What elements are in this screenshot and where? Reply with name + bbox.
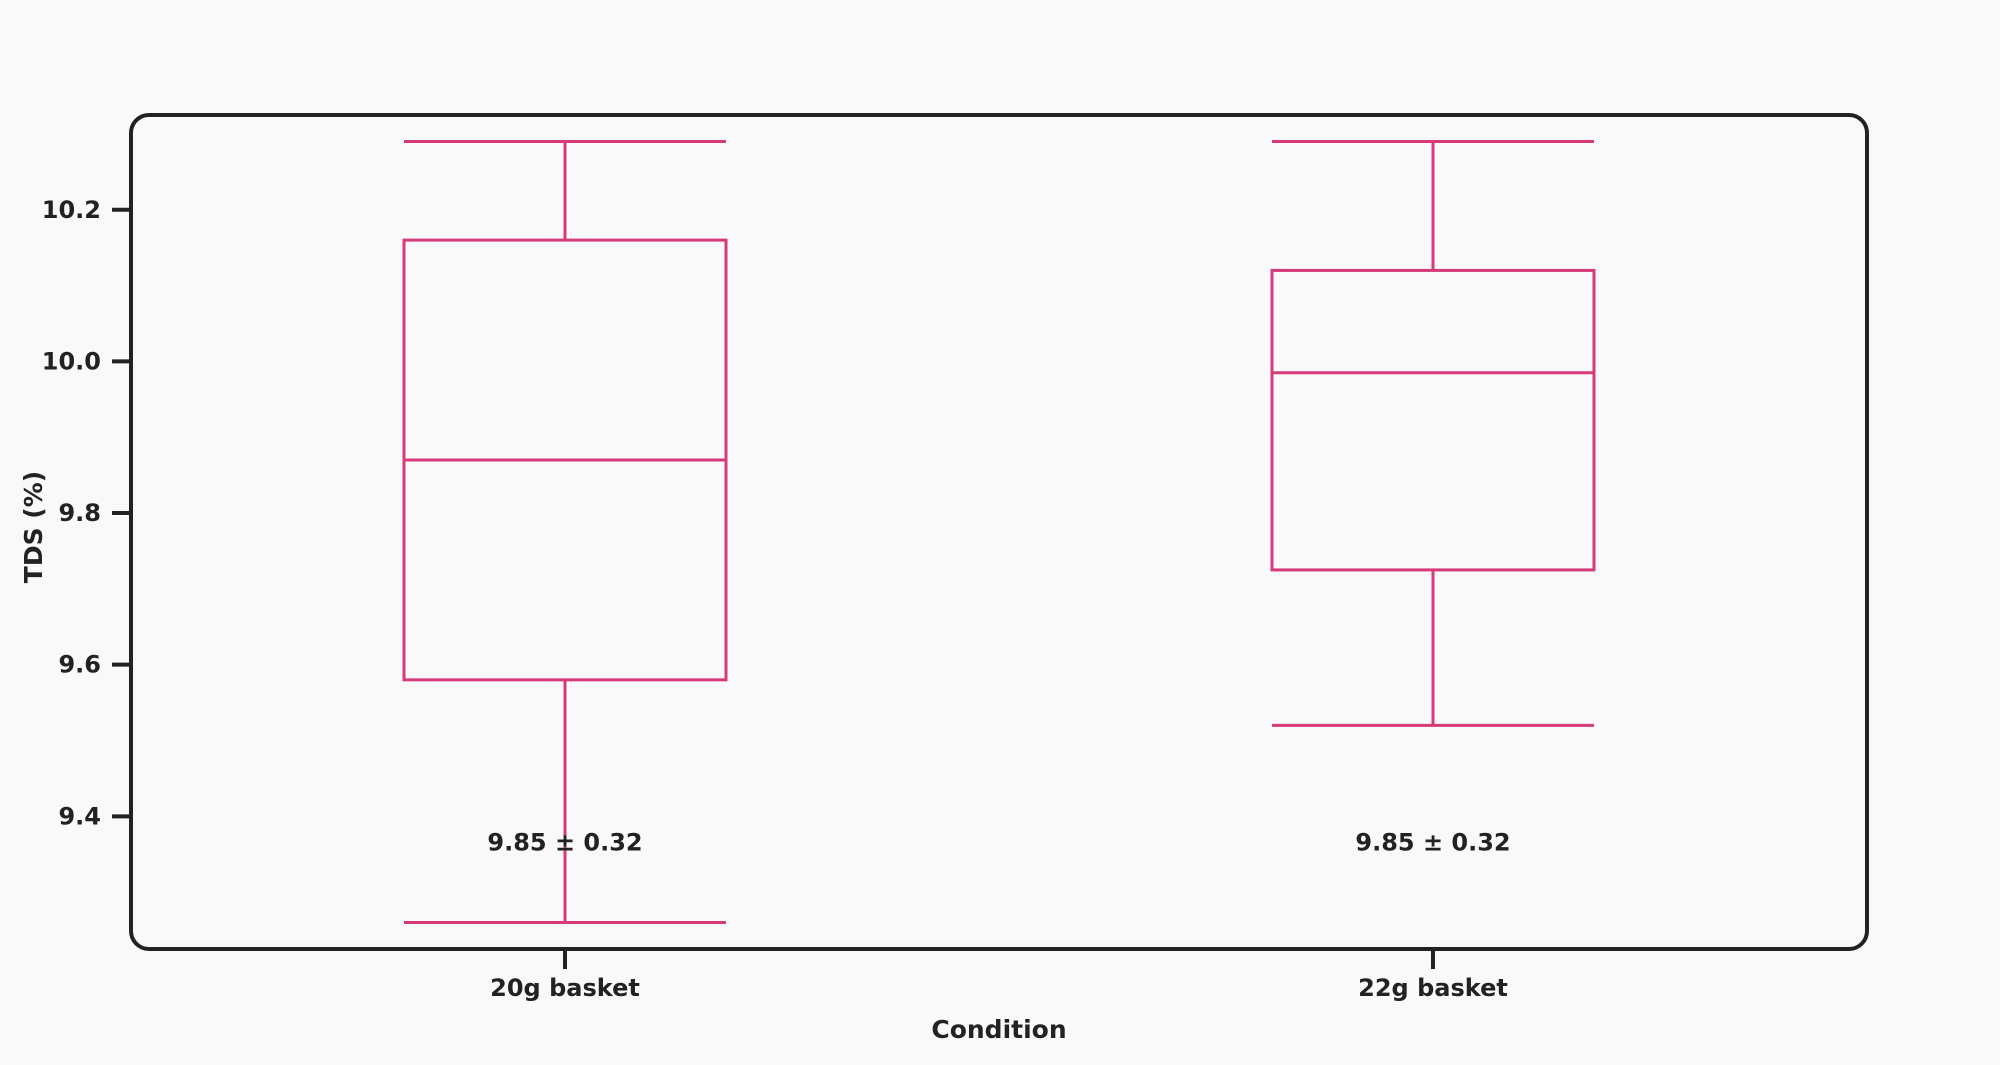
y-tick-label: 10.0 xyxy=(42,347,101,375)
y-tick-label: 9.4 xyxy=(58,802,101,830)
iqr-box xyxy=(1270,268,1596,572)
x-tick-label: 20g basket xyxy=(490,974,640,1002)
box-group: 9.85 ± 0.32 xyxy=(1270,140,1596,856)
mean-sd-annotation: 9.85 ± 0.32 xyxy=(1355,828,1510,856)
x-axis-title: Condition xyxy=(931,1015,1066,1044)
box-group: 9.85 ± 0.32 xyxy=(402,140,728,924)
y-axis-ticks: 9.4 9.6 9.8 10.0 10.2 xyxy=(42,196,131,830)
y-axis-title: TDS (%) xyxy=(19,471,48,583)
x-tick-label: 22g basket xyxy=(1358,974,1508,1002)
plot-frame xyxy=(129,113,1869,951)
y-tick-label: 9.6 xyxy=(58,651,101,679)
mean-sd-annotation: 9.85 ± 0.32 xyxy=(487,828,642,856)
x-axis-ticks: 20g basket 22g basket xyxy=(490,949,1508,1002)
box-series: 9.85 ± 0.32 9.85 ± 0.32 xyxy=(402,140,1596,924)
y-tick-label: 9.8 xyxy=(58,499,101,527)
y-tick-label: 10.2 xyxy=(42,196,101,224)
